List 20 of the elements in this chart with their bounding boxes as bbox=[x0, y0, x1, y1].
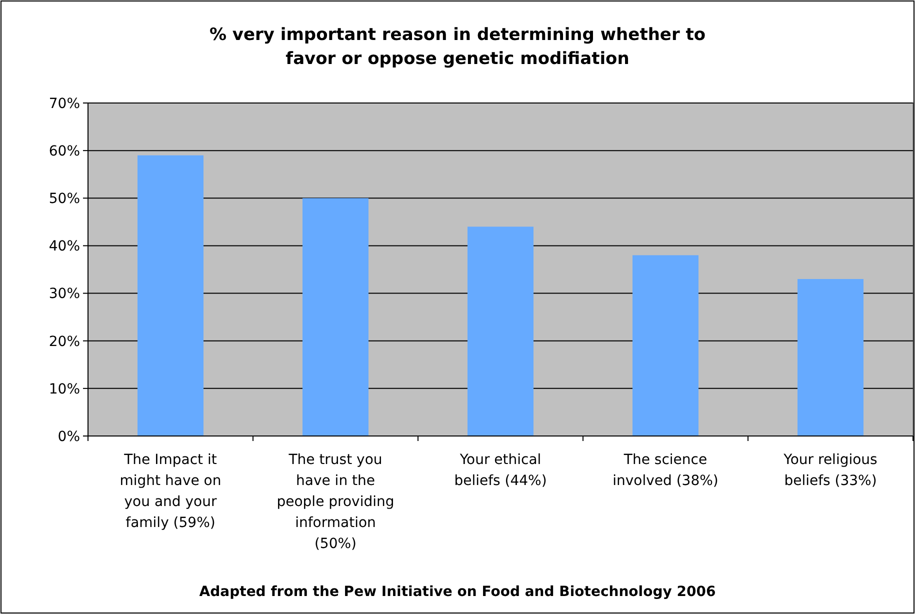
y-tick-label: 0% bbox=[58, 428, 80, 445]
bar bbox=[302, 198, 368, 436]
bar bbox=[632, 255, 698, 436]
y-tick-label: 20% bbox=[48, 334, 80, 350]
y-tick-label: 70% bbox=[48, 96, 80, 112]
x-tick-label: The Impact it might have on you and your family (59%) bbox=[120, 452, 222, 531]
y-tick-label: 10% bbox=[48, 381, 80, 398]
text: Adapted from the Pew Initiative on Food and Biotechnology 2006 bbox=[199, 584, 716, 600]
chart-title: % very important reason in determining whether to favor or oppose genetic modifiation bbox=[209, 25, 706, 69]
y-tick-label: 40% bbox=[48, 238, 80, 255]
x-tick-label: Your religious beliefs (33%) bbox=[782, 452, 878, 489]
y-tick-label: 50% bbox=[48, 191, 80, 208]
x-tick-label: The science involved (38%) bbox=[612, 452, 718, 489]
y-tick-label: 30% bbox=[48, 286, 80, 302]
y-tick-label: 60% bbox=[48, 143, 80, 160]
x-tick-label: Your ethical beliefs (44%) bbox=[454, 452, 547, 489]
x-tick-label: The trust you have in the people providing information (50%) bbox=[276, 452, 394, 552]
bar bbox=[468, 226, 534, 436]
bar bbox=[138, 155, 204, 436]
bar bbox=[798, 279, 864, 436]
